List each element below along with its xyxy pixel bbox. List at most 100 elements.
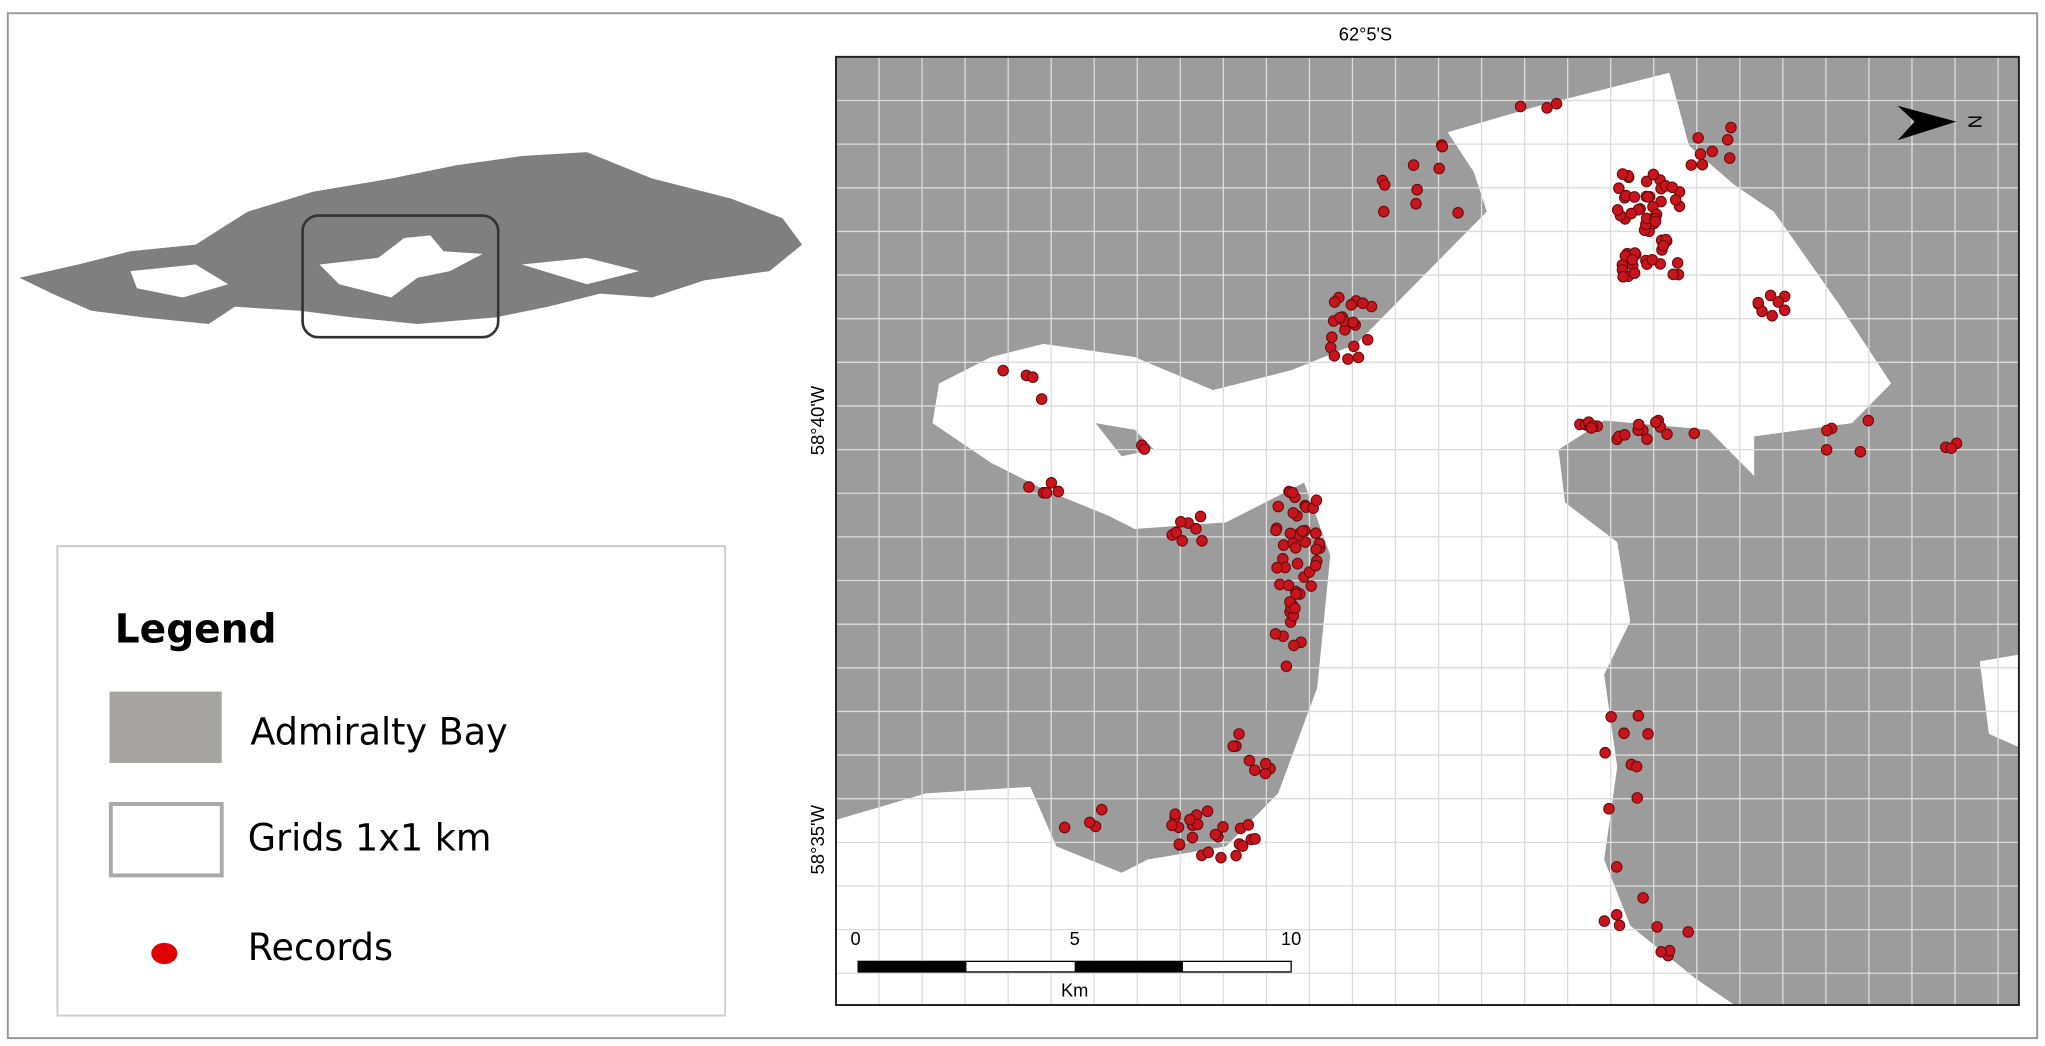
bay [1979, 654, 2019, 748]
record-point [1138, 443, 1151, 455]
record-point [1027, 371, 1039, 384]
record-point [1550, 97, 1563, 110]
bay [835, 72, 1892, 1006]
record-point [1945, 442, 1958, 454]
record-point [1084, 816, 1096, 829]
record-point [1599, 746, 1611, 759]
record-point [1227, 740, 1239, 753]
record-point [1305, 580, 1317, 592]
record-point [1170, 526, 1183, 539]
scale-segment [1074, 961, 1183, 972]
record-point [1617, 270, 1629, 283]
record-point [1407, 159, 1420, 171]
scale-label: 0 [850, 928, 860, 949]
record-point [1666, 181, 1678, 194]
record-point [1290, 588, 1302, 600]
record-point [1347, 316, 1359, 329]
scale-unit: Km [1061, 980, 1088, 1001]
record-point [1291, 557, 1304, 570]
record-point [1280, 660, 1293, 673]
north-arrow [1897, 105, 1957, 141]
record-point [1282, 579, 1295, 592]
record-point [1778, 304, 1791, 317]
record-point [1772, 296, 1784, 308]
record-point [1052, 485, 1065, 498]
record-point [1655, 195, 1667, 208]
record-point [1616, 168, 1629, 180]
record-point [1651, 921, 1663, 933]
legend-label: Admiralty Bay [250, 710, 507, 753]
record-point [1045, 477, 1058, 489]
record-point [1655, 946, 1667, 958]
record-point [1688, 427, 1700, 440]
record-point [1023, 481, 1035, 493]
record-point [1277, 539, 1290, 551]
record-point [1299, 536, 1312, 548]
scale-label: 10 [1281, 928, 1301, 949]
latitude-label: 62°5'S [1339, 23, 1392, 44]
record-point [1095, 803, 1108, 816]
record-point [1040, 487, 1053, 499]
record-point [1862, 414, 1875, 427]
record-point [1667, 268, 1679, 281]
record-point [1411, 183, 1423, 196]
inset-bay [521, 257, 640, 285]
record-point [1628, 267, 1641, 279]
record-point [1194, 510, 1207, 523]
record-point [1357, 297, 1369, 310]
record-point [1436, 140, 1449, 153]
legend-swatch-land [109, 691, 222, 764]
record-point [1821, 424, 1833, 437]
record-point [1613, 182, 1625, 195]
record-point [1605, 710, 1617, 723]
record-point [1310, 494, 1323, 507]
record-point [1176, 534, 1188, 547]
record-point [1310, 527, 1322, 540]
legend-label: Grids 1x1 km [248, 816, 492, 859]
record-point [1348, 340, 1360, 353]
legend-swatch-grid [108, 802, 224, 878]
record-point [1613, 919, 1626, 932]
longitude-label: 58°35'W [807, 804, 828, 874]
record-point [1334, 311, 1346, 324]
record-point [1286, 486, 1299, 499]
record-point [1641, 433, 1653, 445]
legend-label: Records [248, 926, 393, 969]
record-point [1288, 639, 1300, 652]
record-point [1452, 206, 1464, 219]
record-point [1215, 851, 1227, 864]
record-point [1764, 289, 1777, 302]
record-point [1243, 754, 1256, 767]
record-point [1625, 207, 1637, 220]
record-point [1259, 757, 1272, 770]
record-point [1603, 802, 1615, 815]
scale-bar: 0 5 10 Km [850, 928, 1301, 1001]
record-point [1752, 296, 1764, 309]
record-point [1289, 602, 1301, 615]
record-point [1721, 133, 1734, 146]
record-point [1201, 805, 1214, 818]
record-point [1610, 861, 1623, 873]
record-point [1646, 253, 1658, 266]
record-point [1585, 422, 1598, 434]
record-point [1657, 239, 1670, 252]
record-point [1249, 764, 1261, 776]
records [997, 97, 1963, 962]
legend-box [56, 545, 727, 1017]
record-point [1618, 727, 1630, 740]
record-point [1169, 808, 1181, 820]
record-point [1628, 191, 1641, 203]
record-point [1035, 393, 1048, 405]
legend-title: Legend [115, 606, 277, 652]
record-point [1196, 534, 1208, 547]
record-point [1328, 349, 1341, 362]
map-frame [835, 55, 2020, 1006]
record-point [1236, 840, 1249, 852]
record-point [1637, 892, 1649, 904]
record-point [1186, 831, 1199, 844]
record-point [1272, 500, 1284, 513]
record-point [1682, 926, 1694, 938]
record-point [1233, 728, 1245, 740]
record-point [1610, 908, 1623, 921]
